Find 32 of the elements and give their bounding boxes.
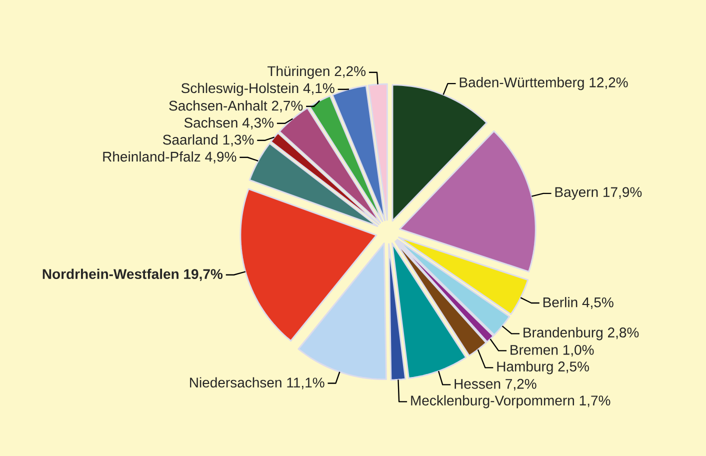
data-label: 11,1% xyxy=(287,378,324,390)
data-label: 1,0% xyxy=(563,344,594,356)
slice-label: Mecklenburg-Vorpommern xyxy=(411,395,574,408)
slice-label: Bremen xyxy=(510,345,558,355)
slice-label: Hamburg xyxy=(497,361,553,374)
slice-label: Sachsen xyxy=(184,117,238,128)
slice-label: Thüringen xyxy=(268,66,330,79)
slice-label: Rheinland-Pfalz xyxy=(103,151,200,162)
data-label: 4,5% xyxy=(582,297,614,309)
slice-label: Sachsen-Anhalt xyxy=(169,100,268,111)
slice-label: Nordrhein-Westfalen xyxy=(42,268,178,280)
data-label: 2,7% xyxy=(272,100,303,112)
data-label: 4,1% xyxy=(303,83,334,95)
slice-label: Saarland xyxy=(162,134,218,145)
data-label: 1,3% xyxy=(223,134,254,146)
data-label: 4,3% xyxy=(242,118,274,130)
slice-label: Schleswig-Holstein xyxy=(181,82,298,96)
data-label: 17,9% xyxy=(604,187,642,199)
data-label: 2,2% xyxy=(334,66,366,78)
data-label: 12,2% xyxy=(590,77,628,89)
data-label: 7,2% xyxy=(506,378,536,390)
slice-label: Baden-Württemberg xyxy=(460,77,584,90)
data-label: 19,7% xyxy=(184,269,223,282)
data-label: 2,8% xyxy=(608,328,639,340)
data-label: 1,7% xyxy=(580,396,610,408)
slice-label: Bayern xyxy=(555,187,598,200)
data-label: 4,9% xyxy=(205,152,236,164)
slice-label: Niedersachsen xyxy=(190,377,282,388)
slice-label: Hessen xyxy=(454,379,500,389)
data-label: 2,5% xyxy=(558,362,589,374)
slice-label: Brandenburg xyxy=(524,327,602,340)
slice-label: Berlin xyxy=(543,297,578,308)
